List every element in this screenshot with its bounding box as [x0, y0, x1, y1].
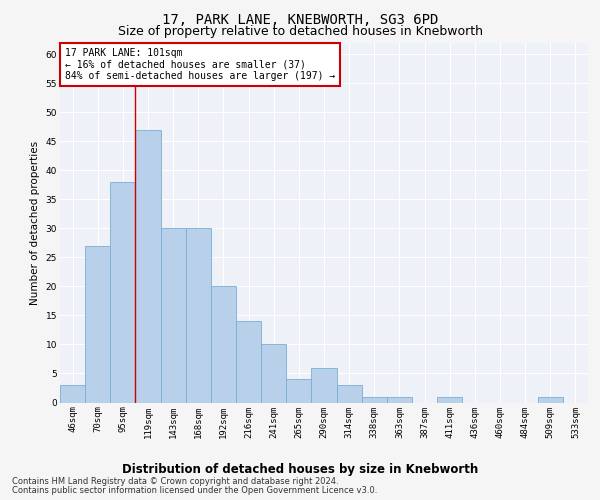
- Bar: [236, 321, 261, 402]
- Bar: [437, 396, 462, 402]
- Bar: [286, 380, 311, 402]
- Bar: [211, 286, 236, 403]
- Bar: [136, 130, 161, 402]
- Bar: [311, 368, 337, 402]
- Bar: [186, 228, 211, 402]
- Bar: [60, 385, 85, 402]
- Text: Distribution of detached houses by size in Knebworth: Distribution of detached houses by size …: [122, 462, 478, 475]
- Bar: [110, 182, 136, 402]
- Text: Size of property relative to detached houses in Knebworth: Size of property relative to detached ho…: [118, 25, 482, 38]
- Text: Contains public sector information licensed under the Open Government Licence v3: Contains public sector information licen…: [12, 486, 377, 495]
- Text: 17, PARK LANE, KNEBWORTH, SG3 6PD: 17, PARK LANE, KNEBWORTH, SG3 6PD: [162, 12, 438, 26]
- Y-axis label: Number of detached properties: Number of detached properties: [30, 140, 40, 304]
- Bar: [337, 385, 362, 402]
- Bar: [161, 228, 186, 402]
- Bar: [85, 246, 110, 402]
- Bar: [538, 396, 563, 402]
- Text: Contains HM Land Registry data © Crown copyright and database right 2024.: Contains HM Land Registry data © Crown c…: [12, 477, 338, 486]
- Bar: [261, 344, 286, 403]
- Text: 17 PARK LANE: 101sqm
← 16% of detached houses are smaller (37)
84% of semi-detac: 17 PARK LANE: 101sqm ← 16% of detached h…: [65, 48, 335, 81]
- Bar: [362, 396, 387, 402]
- Bar: [387, 396, 412, 402]
